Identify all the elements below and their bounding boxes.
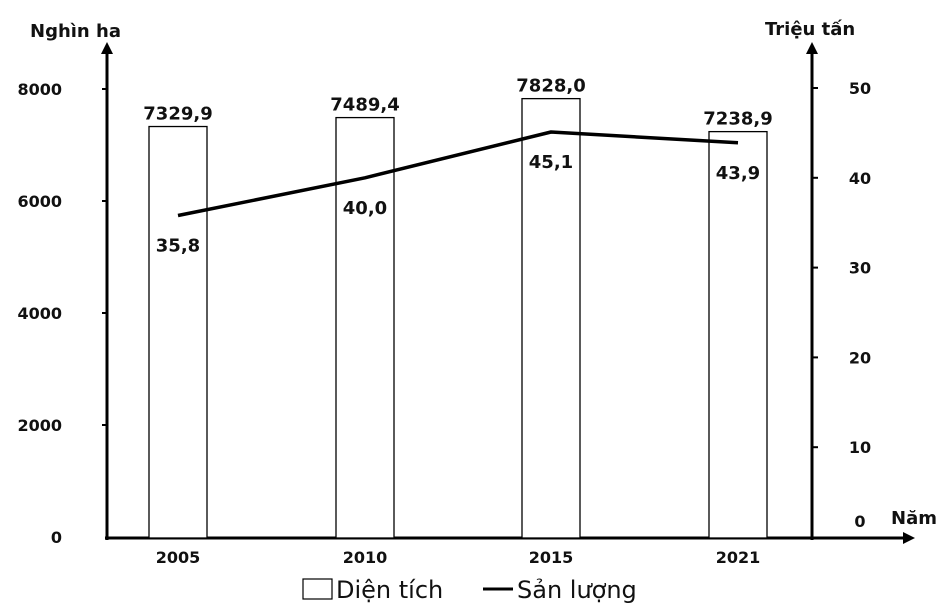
bars: 7329,9 7489,4 7828,0 7238,9 [143,76,773,539]
right-tick-label: 0 [854,512,865,531]
x-tick-label: 2015 [529,548,574,567]
right-tick-label: 20 [849,348,871,367]
left-axis-label: Nghìn ha [30,21,121,42]
right-axis-arrow [806,42,818,54]
bar-2010 [335,116,395,539]
line-value-label: 40,0 [343,198,387,219]
x-tick-label: 2005 [156,548,201,567]
x-tick-label: 2010 [343,548,388,567]
left-tick-label: 0 [51,528,62,547]
x-tick-label: 2021 [716,548,761,567]
axes: Nghìn ha Triệu tấn Năm [30,19,937,544]
left-tick-label: 2000 [17,416,62,435]
right-tick-label: 10 [849,438,871,457]
bar-2021 [708,130,768,539]
bar-2005 [148,125,208,539]
line-value-label: 45,1 [529,152,573,173]
right-tick-label: 50 [849,79,871,98]
right-tick-label: 30 [849,259,871,278]
bar-2015 [521,97,581,539]
x-axis-arrow [903,532,915,544]
left-axis-arrow [101,42,113,54]
left-tick-label: 4000 [17,304,62,323]
right-axis-label: Triệu tấn [765,19,855,40]
x-axis-label: Năm [891,508,937,529]
bar-value-label: 7329,9 [143,104,212,125]
line-value-label: 35,8 [156,236,200,257]
left-tick-label: 8000 [17,80,62,99]
bar-value-label: 7828,0 [516,76,585,97]
bar-value-label: 7238,9 [703,109,772,130]
bar-value-label: 7489,4 [330,95,399,116]
left-tick-label: 6000 [17,192,62,211]
legend-bar-swatch [302,578,333,600]
legend-line-label: Sản lượng [517,576,637,604]
production-line [177,130,739,218]
right-tick-label: 40 [849,169,871,188]
line-series: 35,8 40,0 45,1 43,9 [156,130,760,257]
line-value-label: 43,9 [716,163,760,184]
legend: Diện tích Sản lượng [302,576,637,604]
legend-bar-label: Diện tích [336,576,443,604]
ticks: 0 2000 4000 6000 8000 0 10 20 30 40 50 2005 2010 2015… [17,79,871,567]
